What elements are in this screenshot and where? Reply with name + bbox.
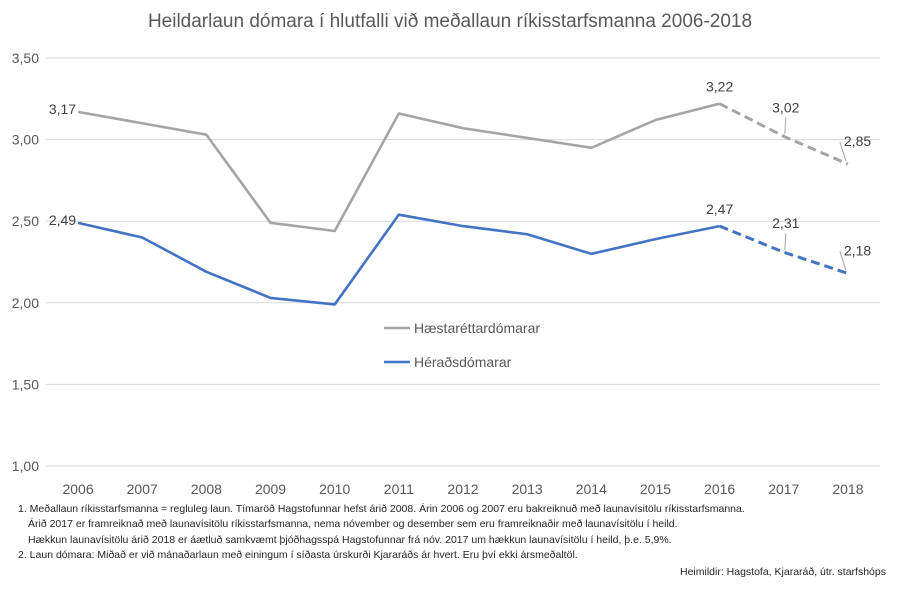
footnote-line: Árið 2017 er framreiknað með launavísitö… (28, 518, 678, 531)
series-line-solid (77, 102, 720, 233)
legend-label: Hæstaréttardómarar (414, 320, 540, 336)
chart-title: Heildarlaun dómara í hlutfalli við meðal… (148, 11, 752, 32)
x-tick-label: 2011 (384, 481, 414, 497)
series-line-projected (719, 224, 849, 275)
x-tick-label: 2015 (640, 481, 671, 497)
data-label: 3,22 (706, 79, 733, 95)
leader-line (839, 141, 847, 162)
x-tick-label: 2010 (319, 481, 350, 497)
x-tick-label: 2016 (704, 481, 735, 497)
y-axis: 1,00 1,50 2,00 2,50 3,00 3,50 (12, 50, 39, 474)
x-tick-label: 2006 (62, 481, 93, 497)
sources-text: Heimildir: Hagstofa, Kjararáð, útr. star… (679, 566, 886, 578)
x-tick-label: 2012 (447, 481, 478, 497)
y-tick-label: 3,50 (12, 50, 39, 66)
x-tick-label: 2008 (191, 481, 222, 497)
x-tick-label: 2007 (127, 481, 158, 497)
y-tick-label: 1,00 (12, 458, 39, 474)
x-tick-label: 2014 (576, 481, 607, 497)
chart: Heildarlaun dómara í hlutfalli við meðal… (12, 11, 880, 497)
footnote-line: 2. Laun dómara: Miðað er við mánaðarlaun… (18, 548, 578, 561)
leader-line (784, 117, 787, 135)
legend: Hæstaréttardómarar Héraðsdómarar (384, 320, 540, 370)
series-lines (77, 102, 849, 306)
leader-line (784, 233, 787, 251)
data-label: 3,02 (772, 99, 799, 115)
y-tick-label: 3,00 (12, 132, 39, 148)
data-label: 2,18 (844, 242, 871, 258)
data-label: 2,49 (49, 212, 76, 228)
data-labels: 3,17 3,22 3,02 2,85 2,49 2,47 2,31 2,18 (49, 79, 871, 271)
gridlines (46, 57, 880, 467)
x-tick-label: 2018 (832, 481, 863, 497)
data-label: 2,47 (706, 201, 733, 217)
y-tick-label: 2,00 (12, 295, 39, 311)
x-tick-label: 2013 (512, 481, 543, 497)
footnote-line: 1. Meðallaun ríkisstarfsmanna = regluleg… (18, 503, 745, 515)
x-tick-label: 2017 (768, 481, 799, 497)
legend-label: Héraðsdómarar (414, 354, 512, 370)
data-label: 2,31 (772, 215, 799, 231)
series-line-projected (718, 102, 849, 166)
y-tick-label: 2,50 (12, 213, 39, 229)
leader-line (839, 251, 847, 271)
x-tick-label: 2009 (255, 481, 286, 497)
series-line-solid (77, 213, 720, 306)
y-tick-label: 1,50 (12, 376, 39, 392)
data-label: 3,17 (49, 101, 76, 117)
x-axis: 2006 2007 2008 2009 2010 2011 2012 2013 2014 2015… (62, 481, 863, 497)
data-label: 2,85 (844, 133, 871, 149)
footnote-line: Hækkun launavísitölu árið 2018 er áætluð… (28, 533, 672, 546)
footnotes: 1. Meðallaun ríkisstarfsmanna = regluleg… (18, 502, 888, 563)
